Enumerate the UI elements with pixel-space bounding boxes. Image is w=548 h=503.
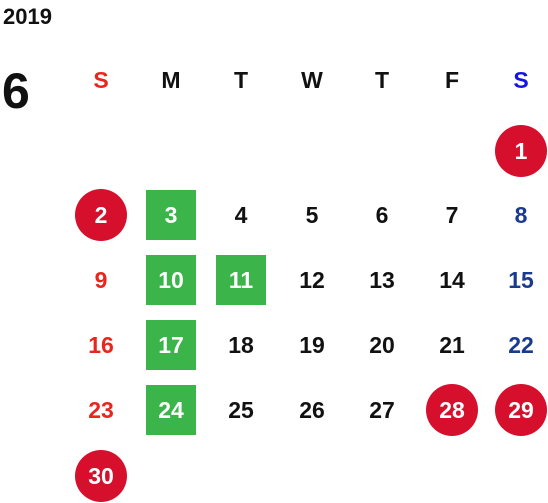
day-cell-5[interactable]: 5 <box>305 201 319 228</box>
day-cell-10[interactable]: 10 <box>146 255 196 305</box>
day-cell-4[interactable]: 4 <box>234 201 248 228</box>
day-cell-24[interactable]: 24 <box>146 385 196 435</box>
weekday-header-wed: W <box>301 66 323 93</box>
day-cell-3[interactable]: 3 <box>146 190 196 240</box>
day-cell-16[interactable]: 16 <box>88 331 114 358</box>
day-cell-22[interactable]: 22 <box>508 331 534 358</box>
day-cell-29[interactable]: 29 <box>495 384 547 436</box>
day-cell-21[interactable]: 21 <box>439 331 465 358</box>
day-cell-11[interactable]: 11 <box>216 255 266 305</box>
day-cell-28[interactable]: 28 <box>426 384 478 436</box>
weekday-header-thu: T <box>374 66 390 93</box>
day-cell-18[interactable]: 18 <box>228 331 254 358</box>
weekday-header-tue: T <box>233 66 249 93</box>
weekday-header-sat: S <box>513 66 529 93</box>
day-cell-7[interactable]: 7 <box>445 201 459 228</box>
day-cell-6[interactable]: 6 <box>375 201 389 228</box>
calendar-month: 6 <box>2 63 30 119</box>
day-cell-13[interactable]: 13 <box>369 266 395 293</box>
day-cell-30[interactable]: 30 <box>75 450 127 502</box>
day-cell-2[interactable]: 2 <box>75 189 127 241</box>
day-cell-25[interactable]: 25 <box>228 396 254 423</box>
day-cell-8[interactable]: 8 <box>514 201 528 228</box>
day-cell-17[interactable]: 17 <box>146 320 196 370</box>
day-cell-14[interactable]: 14 <box>439 266 465 293</box>
weekday-header-mon: M <box>161 66 181 93</box>
day-cell-12[interactable]: 12 <box>299 266 325 293</box>
weekday-header-sun: S <box>93 66 109 93</box>
day-cell-19[interactable]: 19 <box>299 331 325 358</box>
day-cell-23[interactable]: 23 <box>88 396 114 423</box>
day-cell-9[interactable]: 9 <box>94 266 108 293</box>
day-cell-20[interactable]: 20 <box>369 331 395 358</box>
calendar-year: 2019 <box>3 4 52 29</box>
day-cell-26[interactable]: 26 <box>299 396 325 423</box>
day-cell-1[interactable]: 1 <box>495 125 547 177</box>
day-cell-15[interactable]: 15 <box>508 266 534 293</box>
weekday-header-fri: F <box>444 66 460 93</box>
day-cell-27[interactable]: 27 <box>369 396 395 423</box>
